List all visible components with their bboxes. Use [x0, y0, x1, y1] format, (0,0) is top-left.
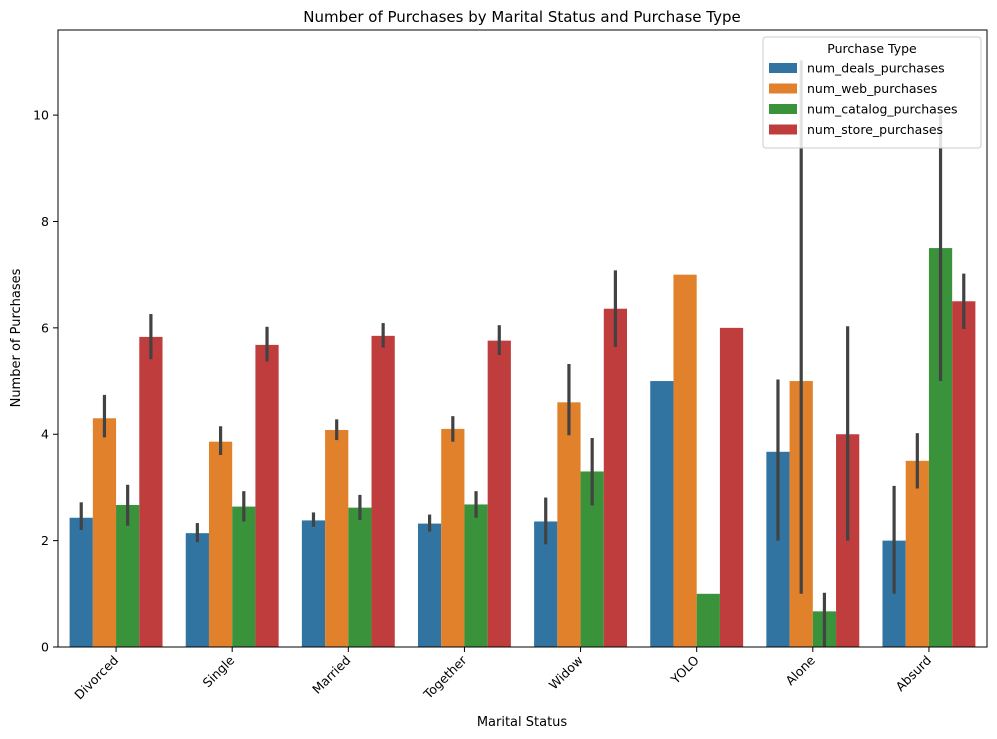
bar-num_deals_purchases-married — [301, 520, 326, 647]
bars — [69, 248, 976, 647]
x-tick-label: Alone — [782, 652, 818, 688]
legend-label-num_web_purchases: num_web_purchases — [807, 81, 937, 96]
bar-num_store_purchases-widow — [603, 308, 628, 647]
y-tick-label: 6 — [41, 320, 49, 335]
y-tick-label: 10 — [33, 108, 49, 123]
bar-num_catalog_purchases-absurd — [928, 248, 953, 647]
y-tick-label: 2 — [41, 533, 49, 548]
bar-num_web_purchases-absurd — [905, 460, 929, 647]
legend-label-num_deals_purchases: num_deals_purchases — [807, 61, 945, 76]
bar-num_store_purchases-together — [487, 340, 511, 647]
bar-num_catalog_purchases-yolo — [696, 593, 720, 647]
legend-label-num_store_purchases: num_store_purchases — [807, 122, 943, 137]
bar-num_deals_purchases-together — [417, 523, 442, 647]
bar-num_catalog_purchases-married — [348, 507, 372, 647]
y-tick-label: 0 — [41, 640, 49, 655]
bar-num_store_purchases-divorced — [139, 336, 163, 647]
legend-swatch-num_catalog_purchases — [769, 104, 797, 114]
bar-num_catalog_purchases-divorced — [116, 504, 140, 647]
x-tick-label: Married — [309, 653, 353, 697]
y-axis: 0 2 4 6 8 10 — [33, 108, 58, 655]
plot-frame — [57, 29, 988, 648]
bar-num_web_purchases-widow — [557, 402, 581, 647]
bar-num_store_purchases-single — [255, 344, 279, 647]
legend-label-num_catalog_purchases: num_catalog_purchases — [807, 102, 958, 117]
x-axis-label: Marital Status — [477, 715, 568, 730]
x-tick-label: Absurd — [892, 653, 934, 695]
legend-swatch-num_web_purchases — [769, 83, 797, 94]
bar-num_web_purchases-together — [441, 428, 465, 647]
legend-box — [762, 36, 982, 149]
chart-title: Number of Purchases by Marital Status an… — [303, 8, 740, 26]
x-tick-label: Widow — [546, 653, 586, 693]
x-tick-label: YOLO — [667, 652, 702, 687]
bar-num_web_purchases-yolo — [673, 274, 697, 647]
bar-num_store_purchases-yolo — [719, 327, 744, 647]
error-bars — [79, 60, 966, 647]
bar-num_catalog_purchases-single — [232, 506, 256, 647]
bar-num_web_purchases-single — [208, 441, 233, 647]
bar-num_store_purchases-absurd — [952, 301, 976, 647]
x-tick-label: Single — [200, 652, 238, 690]
bar-num_web_purchases-married — [325, 429, 349, 647]
bar-num_deals_purchases-widow — [534, 521, 558, 647]
legend-items: num_deals_purchases num_web_purchases num_… — [769, 61, 958, 137]
x-tick-label: Together — [420, 652, 470, 702]
bar-num_deals_purchases-yolo — [650, 381, 674, 647]
plot-area — [57, 29, 988, 648]
y-axis-label: Number of Purchases — [9, 268, 24, 407]
bar-num_web_purchases-divorced — [92, 418, 117, 647]
bar-num_deals_purchases-single — [185, 533, 209, 647]
legend-title: Purchase Type — [827, 41, 917, 56]
legend-swatch-num_store_purchases — [769, 124, 797, 135]
bar-num_deals_purchases-alone — [766, 451, 790, 647]
legend: Purchase Type num_deals_purchases num_web… — [762, 36, 982, 149]
y-tick-label: 4 — [41, 427, 49, 442]
bar-num_deals_purchases-divorced — [69, 517, 93, 647]
y-tick-label: 8 — [41, 214, 49, 229]
bar-num_catalog_purchases-widow — [580, 471, 604, 647]
bar-num_catalog_purchases-together — [464, 504, 488, 647]
x-tick-label: Divorced — [71, 653, 121, 703]
bar-num_store_purchases-married — [371, 335, 395, 647]
legend-swatch-num_deals_purchases — [769, 63, 797, 73]
x-axis: Divorced Single Married Together Widow YOLO Al… — [71, 647, 934, 702]
